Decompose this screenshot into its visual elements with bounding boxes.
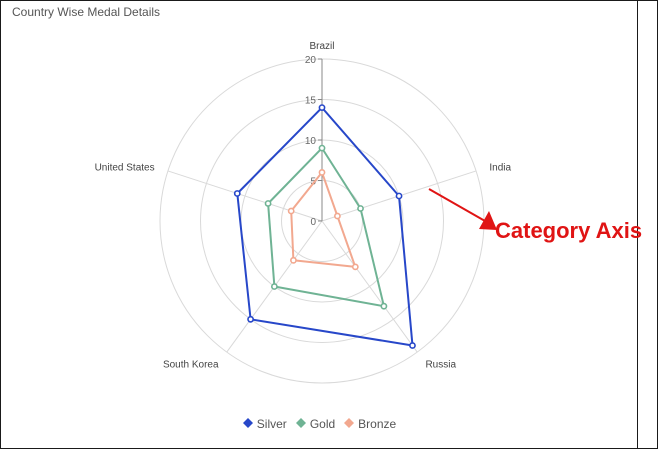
- legend-label: Bronze: [358, 417, 397, 431]
- legend-item-gold[interactable]: Gold: [295, 417, 335, 431]
- category-axis-annotation: Category Axis: [495, 218, 643, 243]
- data-point-gold: [270, 283, 278, 290]
- legend-label: Silver: [256, 417, 287, 431]
- legend-item-silver[interactable]: Silver: [242, 417, 287, 431]
- value-tick-label: 20: [305, 55, 317, 66]
- data-point-silver: [409, 342, 416, 349]
- category-axis-line: [321, 220, 418, 353]
- annotation-arrow-head: [479, 211, 497, 230]
- chart-border: [637, 1, 638, 448]
- series-line-silver: [236, 106, 414, 347]
- data-point-silver: [318, 104, 326, 111]
- legend-marker-icon: [295, 418, 306, 428]
- data-point-silver: [395, 192, 403, 200]
- legend-item-bronze[interactable]: Bronze: [343, 417, 396, 431]
- chart-title: Country Wise Medal Details: [12, 5, 161, 19]
- series-line-gold: [267, 147, 385, 308]
- data-point-gold: [264, 200, 272, 207]
- data-point-silver: [233, 190, 241, 197]
- category-label: India: [489, 163, 511, 174]
- value-tick-label: 0: [310, 217, 316, 228]
- data-point-gold: [380, 302, 388, 310]
- category-label: South Korea: [163, 359, 219, 370]
- legend-marker-icon: [242, 418, 253, 428]
- category-axis-line: [167, 170, 323, 222]
- data-point-bronze: [287, 207, 295, 215]
- category-label: Russia: [425, 359, 456, 370]
- data-point-bronze: [290, 256, 297, 264]
- category-label: Brazil: [309, 41, 334, 52]
- value-tick-label: 10: [305, 136, 317, 147]
- data-point-gold: [318, 144, 326, 152]
- data-point-bronze: [318, 168, 326, 176]
- legend-label: Gold: [309, 417, 336, 431]
- data-point-gold: [357, 205, 364, 212]
- data-point-silver: [247, 315, 254, 323]
- data-point-bronze: [334, 212, 341, 220]
- radar-chart: Brazil India Russia South Korea United State…: [95, 41, 512, 384]
- annotation-arrow-line: [428, 188, 486, 222]
- legend-marker-icon: [344, 418, 355, 428]
- chart-legend: Silver Gold Bronze: [1, 417, 637, 431]
- series-line-bronze: [290, 171, 357, 268]
- value-tick-label: 15: [305, 96, 317, 107]
- data-point-bronze: [351, 263, 359, 271]
- category-label: United States: [95, 163, 155, 174]
